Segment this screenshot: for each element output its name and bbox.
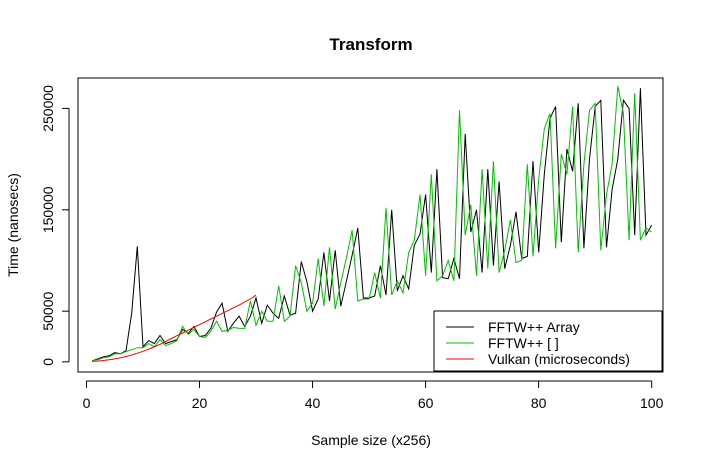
x-tick-label: 100 [640,395,664,411]
legend-box [433,310,663,372]
legend-label: Vulkan (microseconds) [488,351,630,367]
x-axis: 0 20 40 60 80 100 [83,380,664,411]
y-tick-label: 150000 [40,186,56,233]
x-tick-label: 80 [531,395,547,411]
x-tick-label: 20 [192,395,208,411]
x-tick-label: 40 [305,395,321,411]
plot-frame [77,77,664,373]
y-axis: 0 50000 150000 250000 [40,85,70,366]
y-tick-label: 50000 [40,291,56,330]
y-tick-label: 250000 [40,85,56,132]
legend-label: FFTW++ Array [488,319,580,335]
x-tick-label: 60 [418,395,434,411]
legend-label: FFTW++ [ ] [488,335,559,351]
y-axis-label: Time (nanosecs) [5,173,21,277]
series-line-vulkan-microseconds [92,294,257,362]
chart-title: Transform [329,35,412,54]
y-tick-label: 0 [40,358,56,366]
x-axis-label: Sample size (x256) [311,432,431,448]
x-tick-label: 0 [83,395,91,411]
series-layer [91,85,653,362]
series-line-fftw [92,85,652,362]
